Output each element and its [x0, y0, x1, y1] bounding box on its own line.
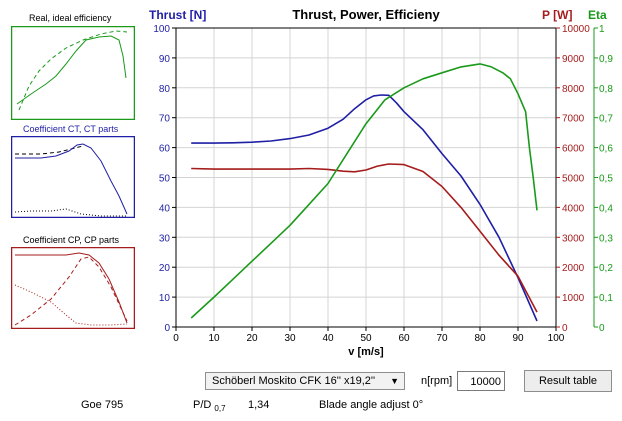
main-chart: Thrust, Power, Efficieny Thrust [N] P [W…: [149, 7, 613, 358]
propeller-select-value: Schöberl Moskito CFK 16'' x19,2'': [212, 375, 376, 387]
mini-chart-frame: [11, 136, 135, 218]
power-tick-label: 3000: [562, 233, 585, 244]
mini-cp-dashed-curve: [14, 256, 128, 326]
x-tick-label: 80: [474, 333, 486, 344]
x-tick-label: 100: [548, 333, 565, 344]
x-tick-label: 90: [512, 333, 524, 344]
motor-label: Goe 795: [81, 399, 124, 411]
mini-chart-ct: [11, 136, 135, 218]
power-tick-label: 7000: [562, 114, 585, 125]
chart-title: Thrust, Power, Efficieny: [292, 7, 440, 22]
mini-cp-curve: [15, 252, 128, 324]
x-tick-label: 10: [208, 333, 220, 344]
mini-ct-curve: [15, 143, 128, 215]
thrust-tick-label: 0: [164, 323, 170, 334]
pd-subscript: 0,7: [214, 404, 226, 414]
power-tick-label: 0: [562, 323, 568, 334]
mini-chart-efficiency: [11, 26, 135, 120]
x-tick-label: 40: [322, 333, 334, 344]
mini-chart-2-title: Coefficient CT, CT parts: [23, 124, 119, 134]
mini-chart-frame: [11, 26, 135, 120]
eta-tick-label: 0,6: [599, 144, 613, 155]
eta-tick-label: 0,3: [599, 233, 613, 244]
power-axis-title: P [W]: [542, 8, 572, 22]
mini-cp-dotted-curve: [14, 284, 128, 326]
mini-chart-frame: [11, 247, 135, 329]
x-tick-label: 20: [246, 333, 258, 344]
pd-label-text: P/D: [193, 399, 212, 411]
x-axis-title: v [m/s]: [348, 346, 384, 358]
thrust-tick-label: 10: [159, 293, 171, 304]
power-tick-label: 10000: [562, 24, 590, 35]
thrust-tick-label: 20: [159, 263, 171, 274]
thrust-tick-label: 70: [159, 114, 171, 125]
thrust-axis-title: Thrust [N]: [149, 8, 206, 22]
thrust-series-line: [191, 94, 538, 322]
power-tick-label: 8000: [562, 84, 585, 95]
power-tick-label: 6000: [562, 144, 585, 155]
power-tick-label: 4000: [562, 203, 585, 214]
mini-ct-dashed-curve: [15, 145, 84, 155]
power-tick-label: 1000: [562, 293, 585, 304]
eta-tick-label: 0,4: [599, 203, 613, 214]
x-tick-label: 70: [436, 333, 448, 344]
x-tick-label: 30: [284, 333, 296, 344]
eta-tick-label: 0,5: [599, 174, 613, 185]
pd-value: 1,34: [248, 399, 270, 411]
chevron-down-icon[interactable]: ▼: [390, 376, 399, 386]
x-tick-label: 60: [398, 333, 410, 344]
eta-axis-title: Eta: [588, 8, 607, 22]
eta-tick-label: 0,8: [599, 84, 613, 95]
thrust-tick-label: 80: [159, 84, 171, 95]
mini-chart-cp: [11, 247, 135, 329]
mini-real-efficiency-curve: [16, 35, 127, 105]
power-series-line: [191, 163, 538, 313]
thrust-tick-label: 40: [159, 203, 171, 214]
thrust-tick-label: 100: [153, 24, 170, 35]
rpm-label: n[rpm]: [421, 375, 453, 387]
thrust-tick-label: 30: [159, 233, 171, 244]
thrust-tick-label: 60: [159, 144, 171, 155]
eta-tick-label: 0: [599, 323, 605, 334]
blade-angle-label: Blade angle adjust 0°: [319, 399, 424, 411]
thrust-tick-label: 90: [159, 54, 171, 65]
eta-tick-label: 1: [599, 24, 605, 35]
power-tick-label: 5000: [562, 174, 585, 185]
eta-series-line: [190, 63, 538, 319]
thrust-tick-label: 50: [159, 174, 171, 185]
power-tick-label: 9000: [562, 54, 585, 65]
result-table-button[interactable]: Result table: [524, 370, 612, 392]
mini-chart-3-title: Coefficient CP, CP parts: [23, 235, 120, 245]
rpm-input[interactable]: [457, 371, 505, 391]
eta-tick-label: 0,2: [599, 263, 613, 274]
mini-ideal-efficiency-curve: [18, 30, 128, 111]
eta-tick-label: 0,1: [599, 293, 613, 304]
power-tick-label: 2000: [562, 263, 585, 274]
mini-ct-parts-dotted: [14, 208, 127, 217]
eta-tick-label: 0,7: [599, 114, 613, 125]
mini-chart-1-title: Real, ideal efficiency: [29, 13, 112, 23]
eta-tick-label: 0,9: [599, 54, 613, 65]
propeller-select[interactable]: Schöberl Moskito CFK 16'' x19,2'' ▼: [205, 372, 405, 390]
x-tick-label: 0: [173, 333, 179, 344]
x-tick-label: 50: [360, 333, 372, 344]
pd-label: P/D 0,7: [193, 399, 226, 413]
